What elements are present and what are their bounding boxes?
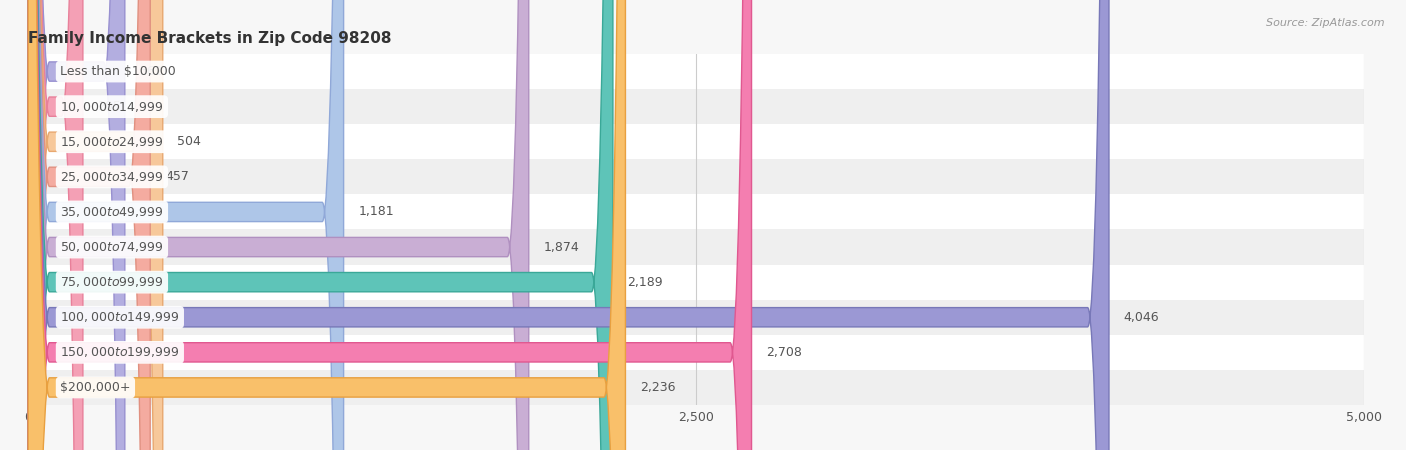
FancyBboxPatch shape bbox=[28, 0, 529, 450]
Bar bbox=[28, 300, 1364, 335]
Text: 2,708: 2,708 bbox=[766, 346, 801, 359]
Bar bbox=[28, 124, 1364, 159]
Bar bbox=[28, 159, 1364, 194]
Text: $200,000+: $200,000+ bbox=[60, 381, 131, 394]
Bar bbox=[28, 54, 1364, 89]
FancyBboxPatch shape bbox=[28, 0, 626, 450]
Text: 1,181: 1,181 bbox=[359, 206, 394, 218]
Text: $10,000 to $14,999: $10,000 to $14,999 bbox=[60, 99, 163, 114]
FancyBboxPatch shape bbox=[28, 0, 125, 450]
Text: 504: 504 bbox=[177, 135, 201, 148]
Text: $100,000 to $149,999: $100,000 to $149,999 bbox=[60, 310, 180, 324]
Text: $75,000 to $99,999: $75,000 to $99,999 bbox=[60, 275, 163, 289]
Text: $25,000 to $34,999: $25,000 to $34,999 bbox=[60, 170, 163, 184]
Text: 362: 362 bbox=[139, 65, 163, 78]
Text: Family Income Brackets in Zip Code 98208: Family Income Brackets in Zip Code 98208 bbox=[28, 31, 392, 46]
FancyBboxPatch shape bbox=[28, 0, 1109, 450]
Bar bbox=[28, 265, 1364, 300]
Text: 2,236: 2,236 bbox=[640, 381, 676, 394]
Text: $150,000 to $199,999: $150,000 to $199,999 bbox=[60, 345, 180, 360]
Bar bbox=[28, 89, 1364, 124]
Text: $50,000 to $74,999: $50,000 to $74,999 bbox=[60, 240, 163, 254]
Bar bbox=[28, 194, 1364, 230]
FancyBboxPatch shape bbox=[28, 0, 83, 450]
Text: Source: ZipAtlas.com: Source: ZipAtlas.com bbox=[1267, 18, 1385, 28]
Text: 457: 457 bbox=[165, 171, 188, 183]
FancyBboxPatch shape bbox=[28, 0, 613, 450]
Text: 2,189: 2,189 bbox=[627, 276, 664, 288]
Text: $15,000 to $24,999: $15,000 to $24,999 bbox=[60, 135, 163, 149]
Bar bbox=[28, 370, 1364, 405]
FancyBboxPatch shape bbox=[28, 0, 752, 450]
Bar bbox=[28, 335, 1364, 370]
FancyBboxPatch shape bbox=[28, 0, 163, 450]
Text: 1,874: 1,874 bbox=[544, 241, 579, 253]
Bar bbox=[28, 230, 1364, 265]
Text: $35,000 to $49,999: $35,000 to $49,999 bbox=[60, 205, 163, 219]
Text: Less than $10,000: Less than $10,000 bbox=[60, 65, 176, 78]
FancyBboxPatch shape bbox=[28, 0, 343, 450]
Text: 4,046: 4,046 bbox=[1123, 311, 1160, 324]
Text: 205: 205 bbox=[97, 100, 121, 113]
FancyBboxPatch shape bbox=[28, 0, 150, 450]
